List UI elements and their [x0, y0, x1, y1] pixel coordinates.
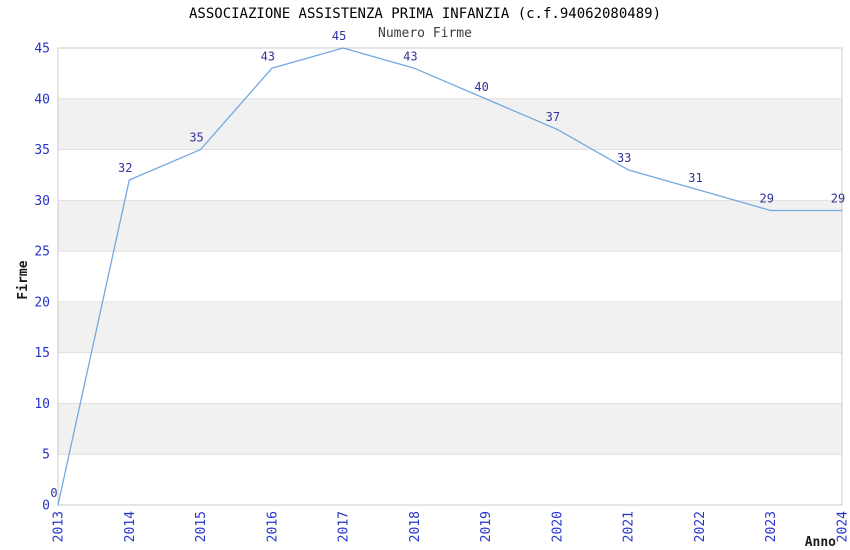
data-label: 43 — [261, 49, 275, 63]
x-tick-label: 2018 — [408, 511, 423, 542]
y-tick-label: 5 — [42, 448, 50, 463]
y-tick-label: 20 — [34, 295, 50, 310]
y-tick-label: 30 — [34, 194, 50, 209]
x-tick-label: 2021 — [622, 511, 637, 542]
data-line — [57, 47, 843, 506]
x-tick-label: 2023 — [764, 511, 779, 542]
y-tick-label: 10 — [34, 397, 50, 412]
data-label: 37 — [546, 110, 560, 124]
x-tick-label: 2017 — [337, 511, 352, 542]
data-label: 40 — [474, 80, 488, 94]
data-label: 35 — [189, 131, 203, 145]
x-tick-label: 2014 — [123, 511, 138, 542]
x-tick-label: 2024 — [836, 511, 850, 542]
data-label: 29 — [760, 191, 774, 205]
x-axis-title: Anno — [805, 535, 836, 550]
data-label: 33 — [617, 151, 631, 165]
x-tick-label: 2019 — [479, 511, 494, 542]
data-label: 0 — [50, 486, 57, 500]
x-tick-label: 2013 — [52, 511, 67, 542]
plot-border — [57, 47, 843, 506]
data-label: 43 — [403, 49, 417, 63]
chart-title: ASSOCIAZIONE ASSISTENZA PRIMA INFANZIA (… — [188, 6, 661, 22]
data-label: 32 — [118, 161, 132, 175]
grid-band — [58, 403, 842, 455]
grid-band — [58, 301, 842, 353]
y-tick-label: 45 — [34, 42, 50, 57]
x-tick-label: 2015 — [194, 511, 209, 542]
y-tick-label: 35 — [34, 143, 50, 158]
y-tick-label: 40 — [34, 92, 50, 107]
grid-band — [58, 98, 842, 150]
y-tick-label: 0 — [42, 499, 50, 514]
y-axis-title: Firme — [16, 260, 31, 299]
chart-subtitle: Numero Firme — [378, 26, 472, 41]
x-tick-label: 2020 — [550, 511, 565, 542]
x-tick-label: 2022 — [693, 511, 708, 542]
y-tick-label: 15 — [34, 346, 50, 361]
data-label: 29 — [831, 191, 845, 205]
x-tick-label: 2016 — [265, 511, 280, 542]
y-tick-label: 25 — [34, 245, 50, 260]
grid-band — [58, 200, 842, 252]
data-label: 45 — [332, 29, 346, 43]
data-label: 31 — [688, 171, 702, 185]
